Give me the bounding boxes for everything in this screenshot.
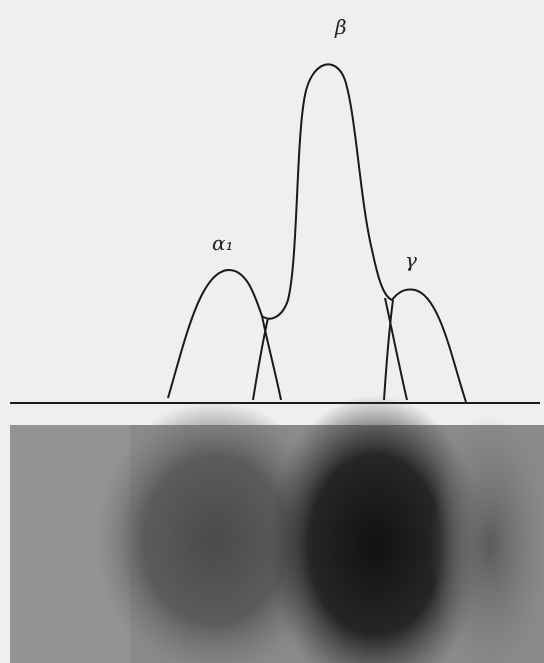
beta-right-flank (384, 297, 408, 401)
alpha-flank (261, 315, 282, 401)
peak-label: α₁ (212, 231, 234, 255)
peak-label: γ (405, 248, 417, 272)
trace-curve (167, 63, 467, 403)
gamma-band (430, 415, 544, 663)
electrophoresis-photo (10, 395, 544, 663)
beta-left-flank (252, 317, 269, 401)
densitometer-trace (10, 63, 540, 404)
gamma-left-flank (383, 299, 394, 401)
beta-band (265, 395, 485, 663)
peak-label: β (334, 15, 347, 39)
